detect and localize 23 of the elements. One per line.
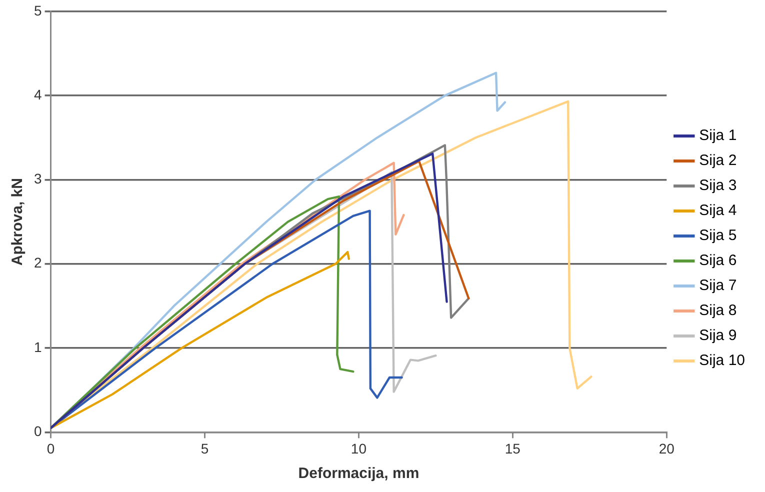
y-tick-label: 1: [34, 338, 42, 355]
legend-label: Sija 5: [699, 227, 737, 244]
y-tick-label: 4: [34, 86, 42, 102]
x-tick-label: 20: [658, 440, 675, 456]
y-tick-label: 5: [34, 2, 42, 18]
x-tick-label: 10: [350, 440, 367, 456]
y-tick-label: 2: [34, 254, 42, 271]
legend-label: Sija 8: [699, 302, 737, 320]
x-tick-label: 0: [46, 440, 55, 456]
legend-label: Sija 4: [699, 202, 737, 220]
y-axis-title: Apkrova, kN: [9, 178, 26, 266]
legend-label: Sija 7: [699, 277, 737, 294]
x-tick-label: 15: [504, 440, 521, 456]
legend-label: Sija 2: [699, 152, 737, 170]
x-axis-title: Deformacija, mm: [298, 465, 420, 482]
legend-label: Sija 6: [699, 252, 737, 270]
y-tick-label: 3: [34, 170, 42, 187]
legend-label: Sija 1: [699, 127, 737, 144]
x-tick-label: 5: [200, 440, 209, 456]
legend-label: Sija 9: [699, 327, 737, 344]
legend-label: Sija 3: [699, 177, 737, 194]
legend-label: Sija 10: [699, 352, 746, 370]
y-tick-label: 0: [34, 423, 42, 440]
